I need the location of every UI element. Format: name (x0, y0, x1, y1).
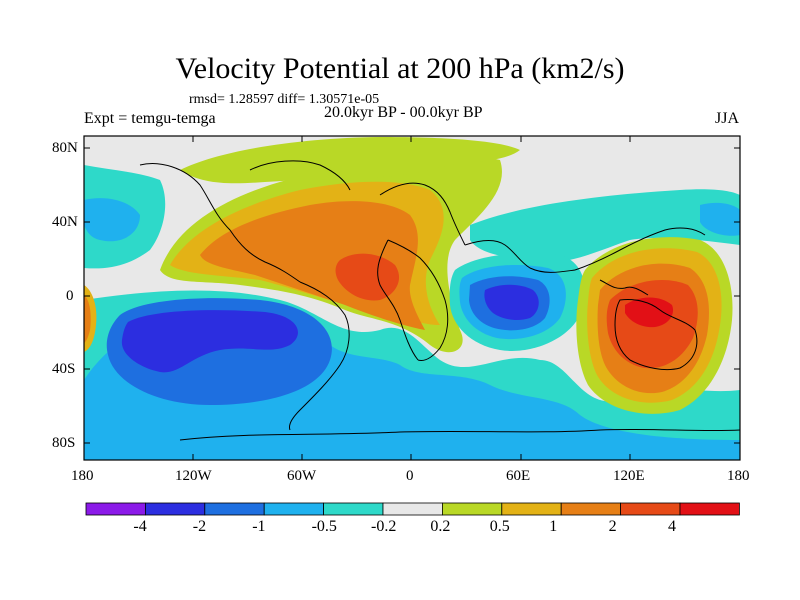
colorbar-label: 0.5 (489, 518, 510, 535)
lat-label-80n: 80N (52, 140, 78, 156)
colorbar-box (501, 502, 562, 516)
lat-label-40n: 40N (52, 214, 78, 230)
lon-label-120w: 120W (175, 468, 212, 484)
colorbar-label: 2 (608, 518, 617, 535)
colorbar-label: -1 (252, 518, 266, 535)
colorbar-label: -0.2 (371, 518, 397, 535)
coastlines (139, 160, 740, 441)
lon-label-60e: 60E (506, 468, 531, 484)
contour-field (84, 136, 740, 460)
colorbar-label: 0.2 (430, 518, 451, 535)
lon-label-0: 0 (406, 468, 414, 484)
lat-label-40s: 40S (52, 361, 76, 377)
map-title: Velocity Potential at 200 hPa (km2/s) (175, 52, 625, 85)
lon-label-60w: 60W (287, 468, 317, 484)
colorbar-box (85, 502, 146, 516)
lon-label-180e: 180 (727, 468, 750, 484)
colorbar-label: 4 (668, 518, 676, 535)
stats-text: rmsd= 1.28597 diff= 1.30571e-05 (189, 92, 380, 107)
colorbar-box (441, 502, 503, 516)
lon-label-180w: 180 (71, 468, 94, 484)
colorbar-box (204, 502, 265, 516)
map-frame (83, 135, 741, 461)
colorbar-label: -0.5 (311, 518, 337, 535)
colorbar-box (263, 502, 325, 516)
season-label: JJA (715, 110, 740, 127)
colorbar (85, 502, 740, 516)
colorbar-box (382, 502, 443, 516)
colorbar-box (679, 502, 740, 516)
colorbar-box (323, 502, 384, 516)
colorbar-label: -4 (133, 518, 147, 535)
colorbar-box (620, 502, 681, 516)
colorbar-box (560, 502, 622, 516)
colorbar-box (144, 502, 206, 516)
lat-label-0: 0 (66, 288, 74, 304)
lat-label-80s: 80S (52, 435, 76, 451)
experiment-label: Expt = temgu-temga (84, 110, 216, 127)
lon-label-120e: 120E (613, 468, 645, 484)
colorbar-label: 1 (549, 518, 558, 535)
period-label: 20.0kyr BP - 00.0kyr BP (324, 104, 483, 121)
axis-ticks (84, 136, 740, 460)
colorbar-label: -2 (192, 518, 207, 535)
